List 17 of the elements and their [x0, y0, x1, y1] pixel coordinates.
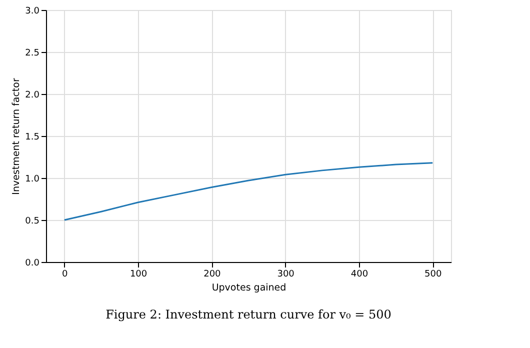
- caption: Figure 2: Investment return curve for v₀ = 500: [106, 308, 392, 322]
- x-tick-label: 400: [350, 270, 368, 280]
- y-tick-label: 1.0: [25, 174, 40, 184]
- x-tick-label: 100: [130, 270, 148, 280]
- y-tick-label: 2.0: [25, 90, 40, 100]
- y-tick-label: 0.5: [25, 216, 40, 226]
- x-tick-label: 500: [424, 270, 442, 280]
- line-series: [64, 162, 434, 221]
- y-tick-label: 3.0: [25, 6, 40, 16]
- y-tick-label: 2.5: [25, 48, 40, 58]
- y-axis-title: Investment return factor: [11, 78, 22, 195]
- x-axis-title: Upvotes gained: [212, 282, 286, 294]
- y-tick-label: 0.0: [25, 258, 40, 268]
- x-tick-label: 200: [204, 270, 222, 280]
- x-tick-label: 300: [277, 270, 295, 280]
- y-tick-label: 1.5: [25, 132, 40, 142]
- x-tick-label: 0: [62, 270, 68, 280]
